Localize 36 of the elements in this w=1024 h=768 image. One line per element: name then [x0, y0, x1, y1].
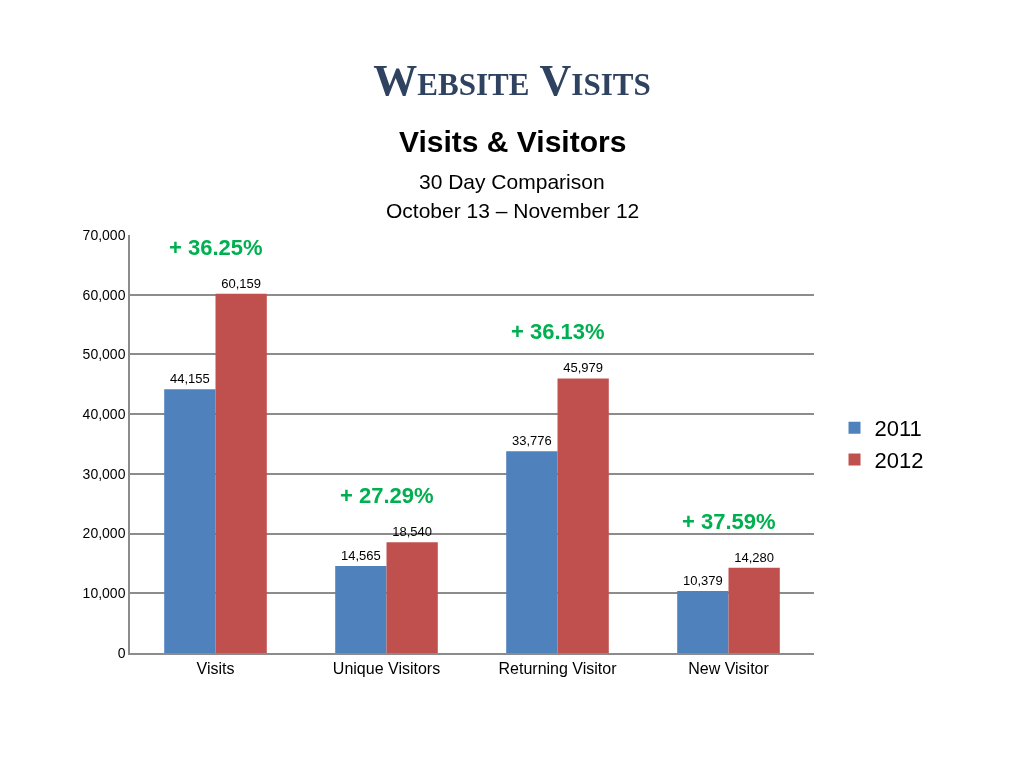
x-tick-label: Returning Visitor — [498, 659, 618, 677]
bar — [386, 542, 438, 653]
data-label: 10,379 — [682, 573, 723, 589]
data-label: 33,776 — [511, 433, 552, 449]
legend-label: 2011 — [874, 416, 922, 442]
y-tick-label: 20,000 — [82, 525, 126, 542]
bar — [506, 451, 558, 653]
y-tick-label: 60,000 — [82, 286, 126, 303]
x-tick-label: Unique Visitors — [332, 659, 441, 677]
y-tick-label: 40,000 — [82, 406, 126, 423]
bar — [728, 567, 780, 653]
bar — [557, 378, 609, 653]
data-label: 14,565 — [340, 548, 381, 564]
annotation: + 27.29% — [340, 483, 434, 508]
legend-label: 2012 — [874, 447, 924, 473]
y-tick-label: 70,000 — [82, 226, 126, 243]
data-label: 60,159 — [221, 275, 262, 291]
bar — [677, 591, 729, 653]
annotation: + 37.59% — [682, 509, 776, 534]
chart-subtitle: Visits & Visitors 30 Day Comparison October 13 – November 12 — [386, 125, 640, 222]
data-label: 18,540 — [392, 524, 433, 540]
chart-title: Website Visits — [373, 56, 651, 106]
annotation: + 36.13% — [511, 319, 605, 344]
y-tick-label: 30,000 — [82, 465, 126, 482]
x-tick-label: Visits — [196, 659, 235, 677]
data-label: 45,979 — [563, 360, 604, 376]
data-label: 44,155 — [169, 371, 210, 387]
y-tick-label: 50,000 — [82, 346, 126, 363]
y-tick-label: 0 — [117, 644, 126, 661]
bar — [215, 293, 267, 653]
y-tick-label: 10,000 — [82, 585, 126, 602]
x-tick-label: New Visitor — [688, 659, 770, 677]
bar — [164, 389, 216, 653]
bar — [335, 566, 387, 653]
data-label: 14,280 — [734, 549, 775, 565]
annotation: + 36.25% — [169, 235, 263, 260]
